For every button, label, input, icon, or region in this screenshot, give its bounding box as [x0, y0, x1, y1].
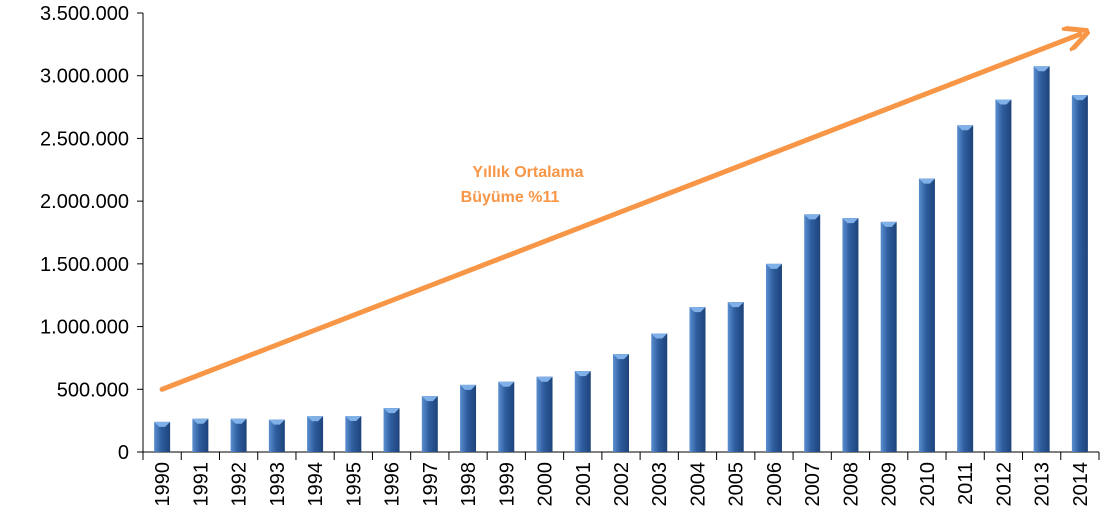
x-tick-label: 2005: [726, 462, 748, 507]
x-tick-label: 2008: [840, 462, 862, 507]
y-tick-label: 2.500.000: [40, 128, 129, 150]
y-tick-label: 1.500.000: [40, 254, 129, 276]
bar: [765, 263, 782, 452]
x-axis: 1990 1991 1992 1993 1994 1995 1996 1997 1998 1999…: [142, 451, 1100, 507]
bar: [307, 416, 324, 452]
bar-cap: [383, 408, 400, 414]
bar-cap: [1071, 95, 1088, 101]
bar: [727, 302, 744, 452]
y-tick-label: 1.000.000: [40, 317, 129, 339]
bar-cap: [536, 376, 553, 382]
bar: [536, 376, 553, 452]
growth-annotation: Yıllık Ortalama Büyüme %11: [159, 34, 1080, 392]
bar: [842, 218, 859, 452]
bar-cap: [613, 354, 629, 360]
bar: [613, 354, 629, 452]
bar: [918, 178, 935, 452]
bar: [230, 418, 247, 452]
x-tick-label: 1999: [496, 462, 518, 507]
bar-cap: [804, 214, 821, 220]
bar: [574, 371, 591, 452]
x-tick-label: 2009: [879, 462, 901, 507]
x-tick-label: 2004: [687, 462, 709, 507]
bar-cap: [727, 302, 744, 308]
x-tick-label: 1995: [343, 462, 365, 507]
bar-cap: [765, 263, 782, 269]
x-tick-label: 1998: [458, 462, 480, 507]
x-tick-label: 2000: [535, 462, 557, 507]
bar: [804, 214, 821, 452]
bar-cap: [421, 396, 438, 402]
trend-arrow: [159, 34, 1080, 392]
bar: [957, 125, 974, 452]
bar: [498, 381, 515, 452]
bar-cap: [995, 99, 1012, 105]
bar-cap: [918, 178, 935, 184]
x-tick-label: 1994: [305, 462, 327, 507]
bar: [154, 421, 171, 452]
x-tick-label: 1996: [382, 462, 404, 507]
x-tick-label: 1993: [267, 462, 289, 507]
y-axis: 0 500.000 1.000.000 1.500.000 2.000.000 2.500…: [40, 3, 144, 464]
x-tick-label: 2001: [573, 462, 595, 507]
bar-cap: [345, 416, 362, 422]
y-tick-label: 3.000.000: [40, 66, 129, 88]
bar: [421, 396, 438, 452]
x-tick-label: 2014: [1070, 462, 1092, 507]
bar-cap: [957, 125, 974, 131]
bar-cap: [192, 418, 209, 424]
bar-cap: [498, 381, 515, 387]
bar-cap: [307, 416, 324, 422]
bar: [345, 416, 362, 452]
bar-cap: [230, 418, 247, 424]
annotation-line-2: Büyüme %11: [461, 189, 560, 206]
x-tick-label: 2002: [611, 462, 633, 507]
bar-cap: [574, 371, 591, 377]
bar: [383, 408, 400, 452]
bar: [651, 333, 668, 452]
y-tick-label: 0: [118, 442, 129, 464]
y-tick-label: 500.000: [57, 379, 129, 401]
x-tick-label: 1990: [152, 462, 174, 507]
bar: [689, 307, 706, 452]
bar: [268, 419, 285, 452]
y-tick-label: 2.000.000: [40, 191, 129, 213]
bar-cap: [1033, 66, 1050, 72]
x-tick-label: 2013: [1032, 462, 1054, 507]
x-tick-label: 2010: [917, 462, 939, 507]
bar-cap: [154, 421, 171, 427]
x-tick-label: 1991: [190, 462, 212, 507]
bar-cap: [268, 419, 285, 425]
bar: [995, 99, 1012, 452]
x-tick-label: 1992: [229, 462, 251, 507]
bar: [1071, 95, 1088, 453]
x-tick-label: 2007: [802, 462, 824, 507]
x-tick-label: 2011: [955, 462, 977, 505]
annotation-line-1: Yıllık Ortalama: [472, 164, 583, 181]
bar: [192, 418, 209, 452]
x-tick-label: 2012: [993, 462, 1015, 507]
bar-cap: [460, 384, 477, 390]
bar-cap: [880, 221, 897, 227]
bar: [1033, 66, 1050, 453]
bar: [460, 384, 477, 452]
bar-cap: [689, 307, 706, 313]
bar-cap: [842, 218, 859, 224]
bar: [880, 221, 897, 452]
bar-cap: [651, 333, 668, 339]
x-tick-label: 2003: [649, 462, 671, 507]
bar-series: [154, 66, 1088, 453]
x-tick-label: 1997: [420, 462, 442, 507]
x-tick-label: 2006: [764, 462, 786, 507]
y-tick-label: 3.500.000: [40, 3, 129, 25]
